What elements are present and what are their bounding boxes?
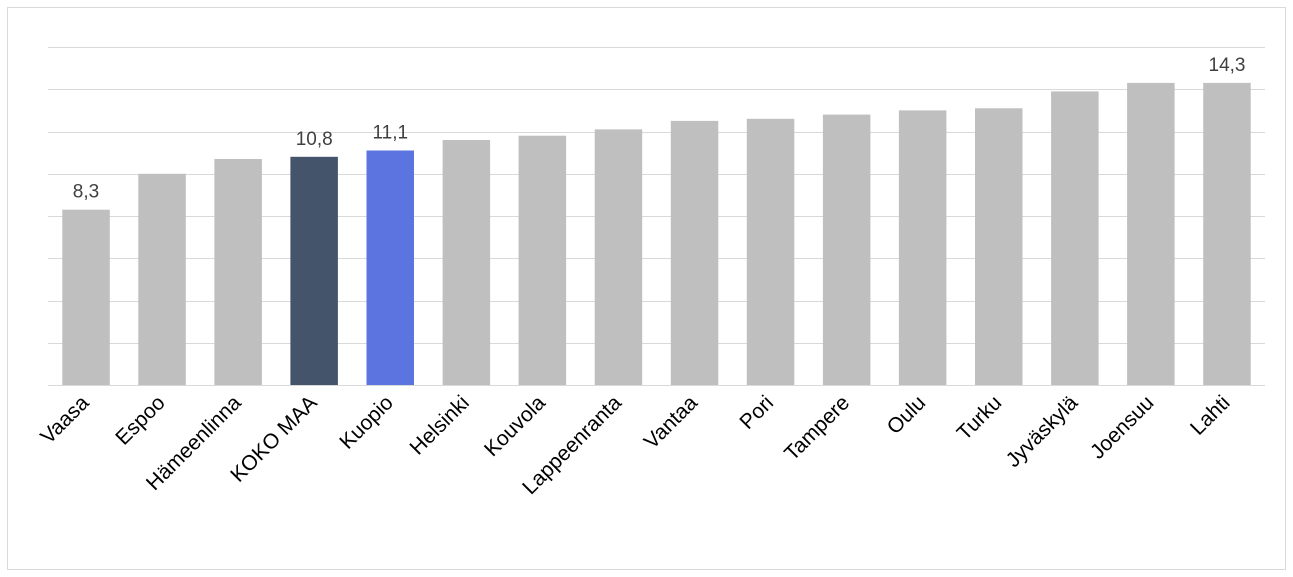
data-labels: 8,3 10,8 11,1 14,3 [73, 55, 1246, 203]
bar-kuopio [366, 150, 414, 385]
x-tick-label: Kuopio [335, 391, 398, 454]
bar-espoo [138, 173, 186, 386]
x-tick-label: Vantaa [640, 391, 702, 453]
bar-lappeenranta [594, 129, 643, 385]
bar-koko-maa [290, 156, 338, 385]
x-tick-label: Pori [735, 391, 778, 434]
bar-tampere [822, 114, 871, 385]
x-tick-label: Oulu [883, 391, 931, 439]
bar-pori [746, 118, 795, 386]
data-label: 14,3 [1209, 55, 1246, 76]
data-label: 8,3 [73, 182, 99, 203]
x-tick-label: Kouvola [480, 391, 550, 461]
bar-lahti [1203, 82, 1251, 386]
data-label: 10,8 [296, 129, 333, 150]
x-tick-label: Joensuu [1086, 391, 1158, 463]
x-tick-label: Vaasa [36, 391, 93, 448]
x-tick-label: Turku [953, 391, 1007, 445]
bar-vaasa [62, 209, 110, 385]
bar-kouvola [518, 135, 567, 385]
bar-jyväskylä [1051, 91, 1099, 386]
x-tick-label: Tampere [780, 391, 854, 465]
bar-turku [975, 108, 1023, 386]
bar-helsinki [442, 140, 491, 385]
bar-hämeenlinna [214, 159, 262, 385]
x-tick-label: Espoo [111, 391, 169, 449]
bar-oulu [898, 110, 947, 386]
x-tick-label: Helsinki [406, 391, 474, 459]
x-tick-label: Lahti [1186, 391, 1234, 439]
bar-vantaa [670, 120, 719, 386]
x-tick-label: Jyväskylä [1002, 391, 1083, 472]
bars [62, 82, 1251, 386]
bar-joensuu [1127, 82, 1175, 386]
data-label: 11,1 [373, 123, 409, 144]
